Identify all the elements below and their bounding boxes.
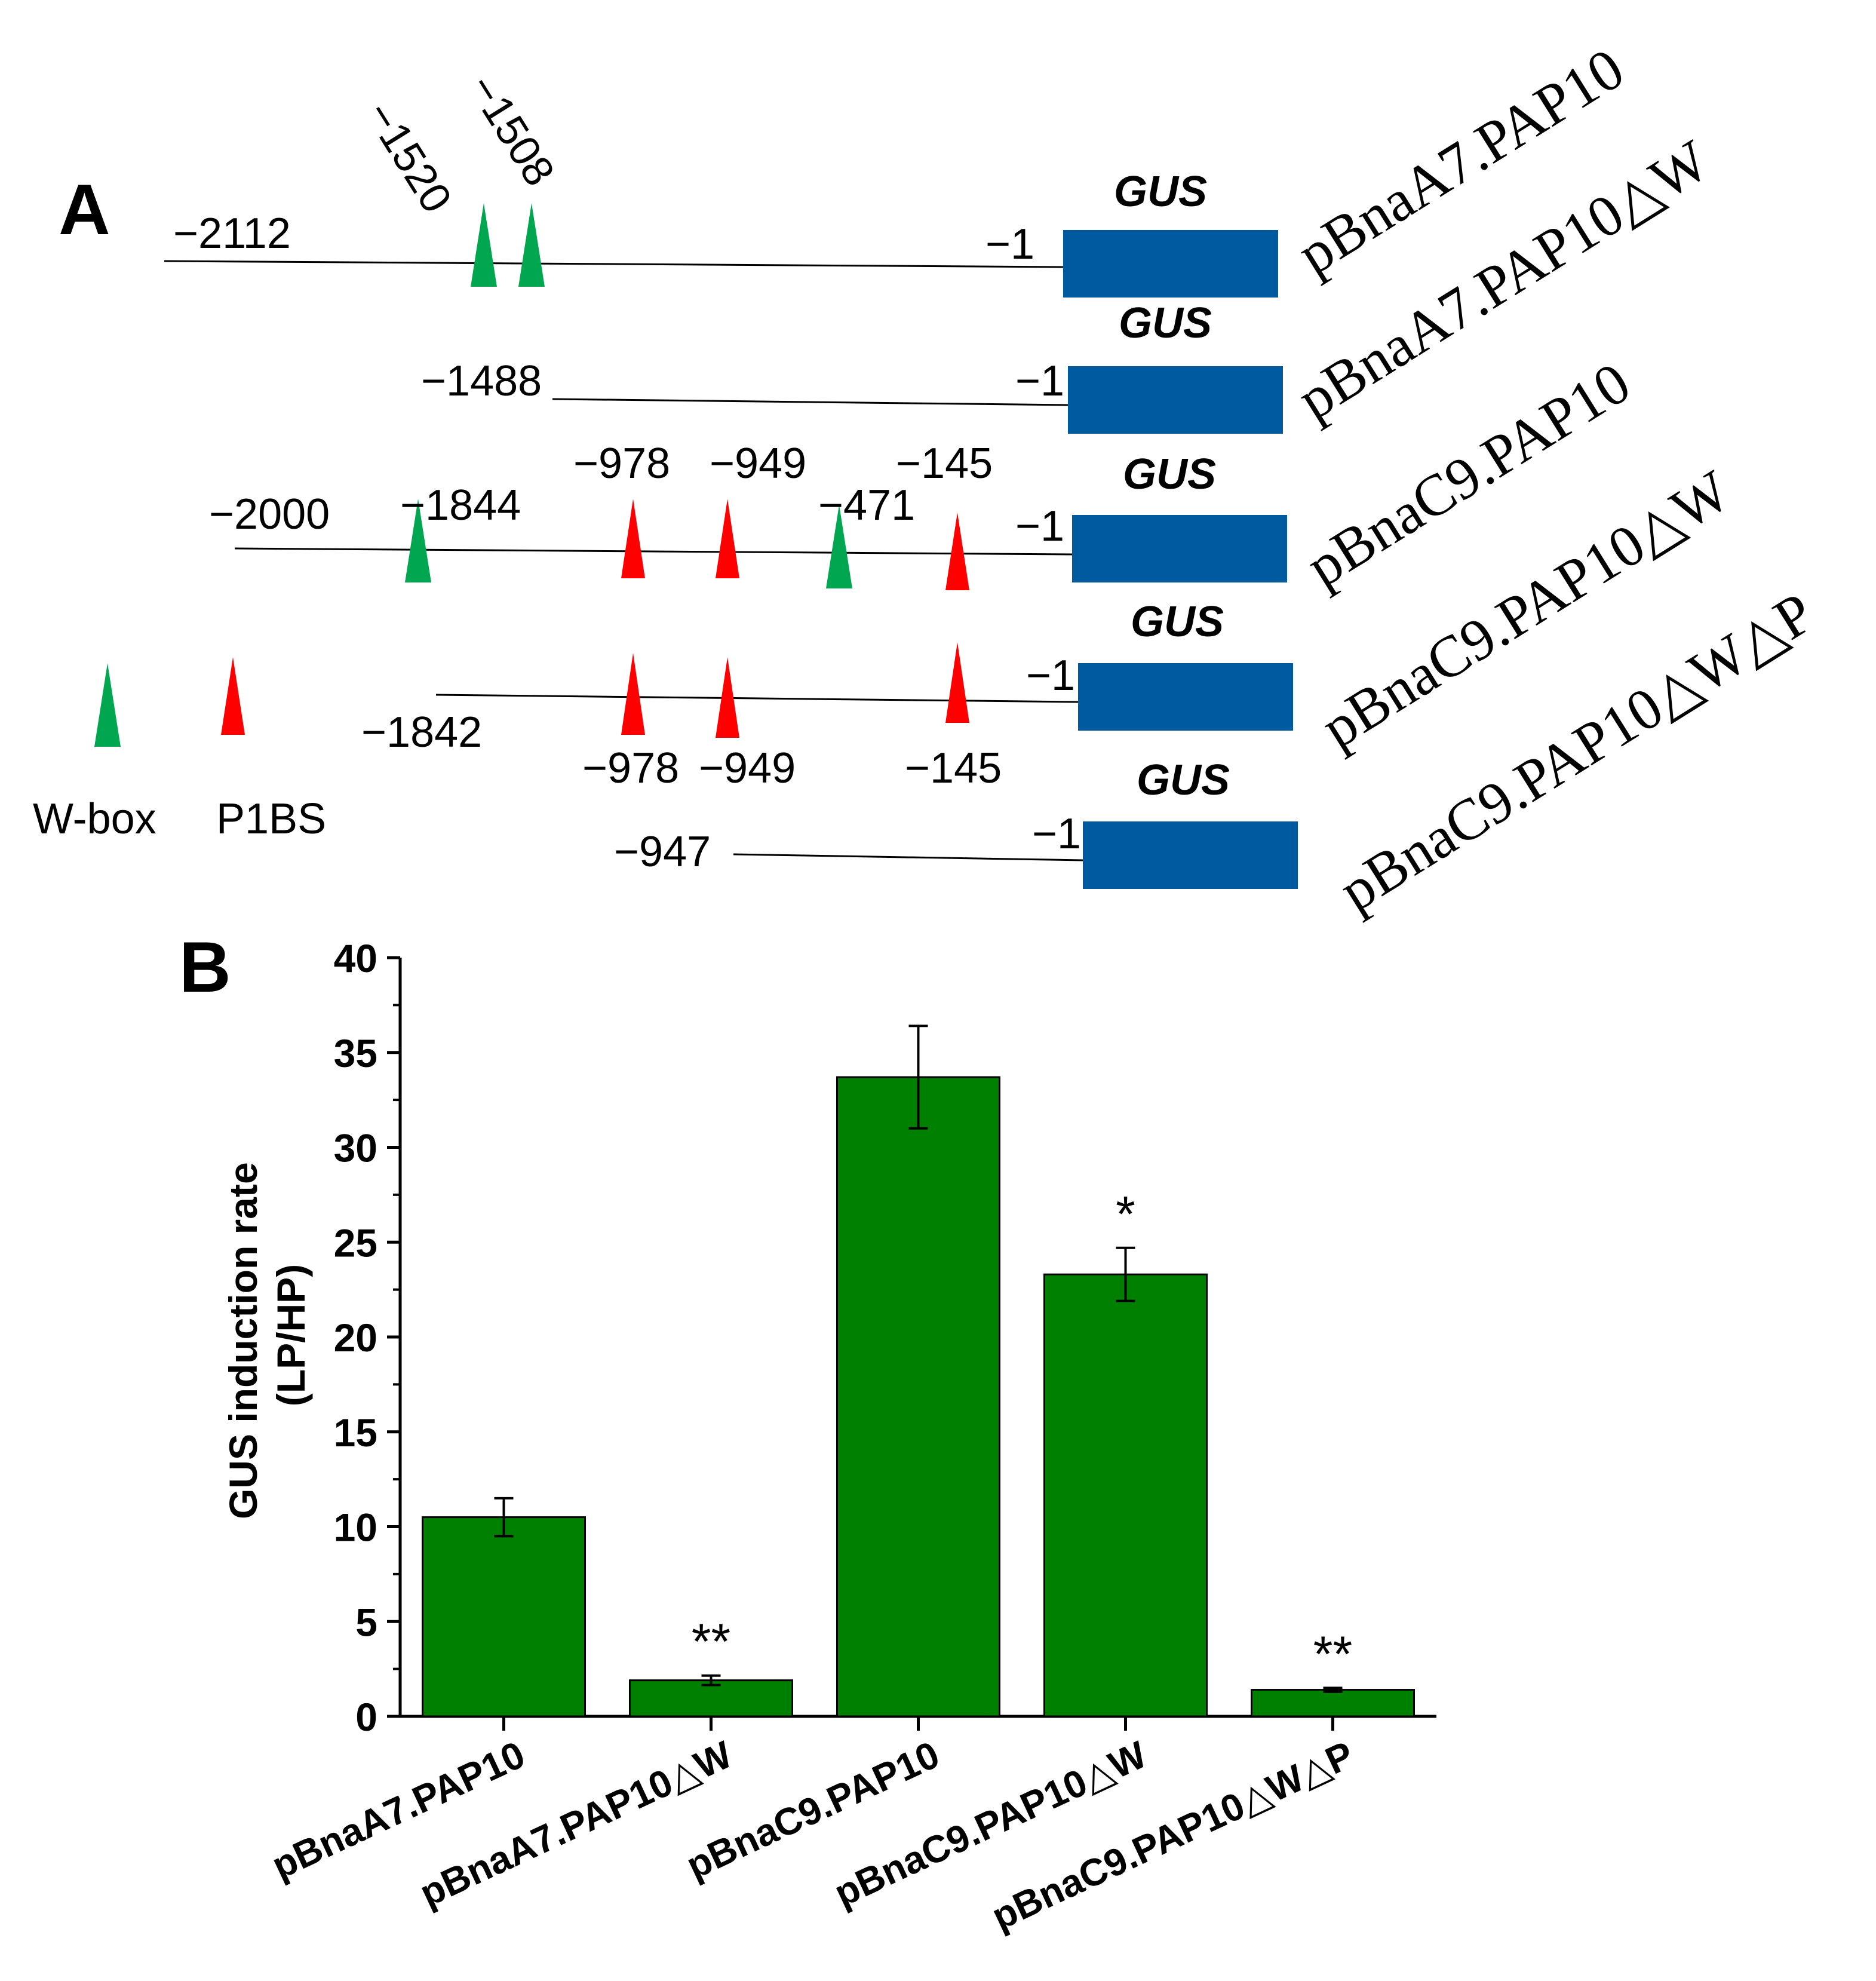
site-position-label: −1508 <box>459 66 563 194</box>
panel-a-promoter-diagram: A −2112 −1 −1520 −1508 GUS pBnaA7.PAP10 … <box>33 36 1825 924</box>
p1bs-site-marker <box>716 657 739 738</box>
p1bs-legend-label: P1BS <box>216 795 326 843</box>
y-tick-label: 5 <box>355 1600 377 1644</box>
wbox-site-marker <box>826 505 852 588</box>
y-axis: 0 5 10 15 20 25 30 35 40 <box>334 936 402 1739</box>
panel-a-label: A <box>59 170 110 250</box>
site-position-label: −949 <box>710 440 806 487</box>
legend: W-box P1BS <box>33 657 326 843</box>
y-axis-label-line1: GUS induction rate <box>221 1162 265 1519</box>
site-position-label: −1844 <box>400 482 521 529</box>
promoter-end-label: −1 <box>1032 810 1081 858</box>
y-tick-label: 20 <box>334 1315 377 1360</box>
construct-row: −2112 −1 −1520 −1508 GUS pBnaA7.PAP10 <box>164 36 1635 298</box>
gus-reporter-box <box>1072 515 1287 582</box>
promoter-line <box>552 398 1069 406</box>
p1bs-site-marker <box>621 499 645 578</box>
promoter-start-label: −2000 <box>209 490 330 538</box>
bar <box>1251 1689 1415 1718</box>
promoter-line <box>435 694 1079 703</box>
promoter-line <box>164 260 1064 268</box>
wbox-site-marker <box>405 499 431 582</box>
y-tick-label: 35 <box>334 1031 377 1075</box>
promoter-end-label: −1 <box>985 220 1034 268</box>
wbox-site-marker <box>518 203 545 287</box>
x-axis: pBnaA7.PAP10pBnaA7.PAP10△WpBnaC9.PAP10pB… <box>265 1715 1436 1938</box>
panel-b-label: B <box>179 927 231 1007</box>
promoter-end-label: −1 <box>1015 502 1064 550</box>
bar <box>836 1076 1000 1718</box>
gus-reporter-box <box>1068 366 1283 434</box>
promoter-line <box>234 547 1073 556</box>
p1bs-site-marker <box>945 642 969 723</box>
significance-marker: * <box>1116 1186 1135 1242</box>
promoter-end-label: −1 <box>1026 652 1075 700</box>
significance-marker: ** <box>1313 1626 1352 1682</box>
p1bs-site-marker <box>945 513 969 590</box>
gus-label: GUS <box>1131 598 1224 646</box>
construct-name: pBnaA7.PAP10△W <box>1287 128 1720 432</box>
p1bs-legend-marker <box>221 657 245 735</box>
significance-marker: ** <box>692 1614 730 1670</box>
y-axis-label-line2: (LP/HP) <box>269 1264 313 1406</box>
site-position-label: −1520 <box>356 93 460 221</box>
p1bs-site-marker <box>621 653 645 735</box>
construct-name: pBnaC9.PAP10△W△P <box>1328 581 1825 924</box>
y-tick-label: 25 <box>334 1221 377 1265</box>
gus-label: GUS <box>1114 168 1207 216</box>
wbox-legend-label: W-box <box>33 795 156 843</box>
y-axis-label: GUS induction rate (LP/HP) <box>221 1151 313 1519</box>
site-position-label: −978 <box>573 440 670 487</box>
bar <box>422 1516 586 1718</box>
gus-reporter-box <box>1063 230 1278 298</box>
promoter-line <box>733 853 1083 861</box>
x-tick-label: pBnaC9.PAP10△W△P <box>985 1732 1361 1938</box>
site-position-label: −145 <box>896 440 993 487</box>
gus-label: GUS <box>1123 450 1216 498</box>
promoter-start-label: −1488 <box>421 357 542 405</box>
y-tick-label: 0 <box>355 1695 377 1739</box>
gus-label: GUS <box>1119 299 1212 347</box>
y-tick-label: 40 <box>334 936 377 980</box>
promoter-start-label: −947 <box>614 828 711 876</box>
bar <box>1043 1273 1208 1718</box>
site-position-label: −145 <box>905 744 1002 792</box>
gus-reporter-box <box>1083 821 1298 889</box>
y-tick-label: 30 <box>334 1126 377 1170</box>
p1bs-site-marker <box>716 499 739 578</box>
site-position-label: −978 <box>582 744 679 792</box>
gus-label: GUS <box>1137 756 1230 804</box>
promoter-start-label: −2112 <box>173 210 291 257</box>
site-position-label: −949 <box>699 744 796 792</box>
wbox-site-marker <box>471 203 497 287</box>
y-tick-label: 10 <box>334 1505 377 1550</box>
site-position-label: −471 <box>818 482 915 529</box>
bars: ***** <box>422 1025 1415 1718</box>
panel-b-bar-chart: B GUS induction rate (LP/HP) 0 5 10 15 20 25 3… <box>179 927 1436 1938</box>
promoter-end-label: −1 <box>1015 357 1064 405</box>
promoter-start-label: −1842 <box>361 709 482 756</box>
wbox-legend-marker <box>94 663 121 747</box>
gus-reporter-box <box>1078 663 1293 731</box>
y-tick-label: 15 <box>334 1410 377 1455</box>
